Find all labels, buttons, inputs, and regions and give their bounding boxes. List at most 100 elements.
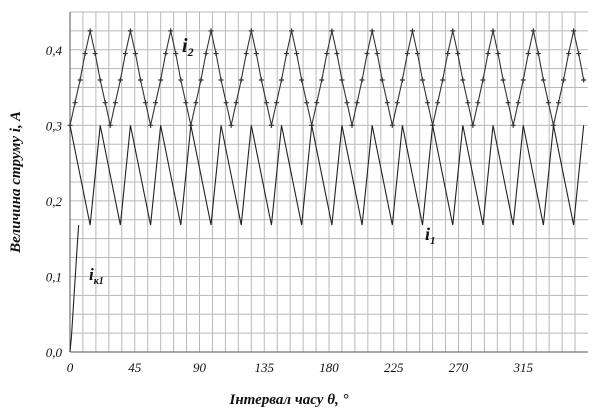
data-point [505,100,511,106]
series-line [69,30,585,126]
data-point [138,77,144,83]
data-point [455,51,461,57]
data-point [556,100,562,106]
data-point [92,51,98,57]
data-point [545,100,551,106]
data-point [576,51,582,57]
data-point [525,51,531,57]
data-point [465,100,471,106]
x-tick-label: 45 [128,360,142,375]
data-point [510,122,516,128]
data-point [72,100,78,106]
data-point [435,100,441,106]
data-point [314,100,320,106]
data-point [148,122,154,128]
data-point [354,100,360,106]
data-point [233,100,239,106]
x-tick-label: 225 [384,360,404,375]
data-point [208,28,214,34]
data-point [289,28,295,34]
data-point [87,28,93,34]
data-point [389,122,395,128]
data-point [329,28,335,34]
data-point [294,51,300,57]
data-point [414,51,420,57]
data-point [515,100,521,106]
data-point [77,77,83,83]
data-point [399,77,405,83]
x-tick-label: 180 [319,360,339,375]
series-line [69,125,585,226]
data-point [319,77,325,83]
data-point [374,51,380,57]
data-point [500,77,506,83]
data-point [475,100,481,106]
data-point [581,77,587,83]
axes [69,12,588,353]
y-tick-label: 0,1 [46,269,62,284]
data-point [183,100,189,106]
series-label: i1 [425,224,436,247]
data-point [279,77,285,83]
data-point [248,28,254,34]
data-point [213,51,219,57]
data-point [122,51,128,57]
data-point [409,28,415,34]
data-point [82,51,88,57]
data-point [334,51,340,57]
data-point [359,77,365,83]
data-point [102,100,108,106]
data-point [127,28,133,34]
series-line [69,225,80,353]
data-point [490,28,496,34]
data-point [258,77,264,83]
data-point [132,51,138,57]
data-point [263,100,269,106]
data-point [450,28,456,34]
data-point [460,77,466,83]
data-point [324,51,330,57]
data-point [158,77,164,83]
tick-labels: 0 45 90 135 180 225 270 315 0,0 0,1 0,2 0,3 0,4 [46,43,534,375]
data-point [480,77,486,83]
y-axis-title: Величина струму i, A [8,111,24,254]
data-point [203,51,209,57]
y-tick-label: 0,3 [46,118,63,133]
data-point [223,100,229,106]
data-point [153,100,159,106]
x-tick-label: 90 [193,360,207,375]
data-point [420,77,426,83]
data-point [344,100,350,106]
data-point [107,122,113,128]
data-point [238,77,244,83]
data-point [284,51,290,57]
data-point [173,51,179,57]
data-point [530,28,536,34]
data-point [228,122,234,128]
y-tick-label: 0,4 [46,43,63,58]
data-point [243,51,249,57]
data-point [520,77,526,83]
plot-area [67,28,587,353]
data-point [540,77,546,83]
y-tick-label: 0,2 [46,194,63,209]
data-point [571,28,577,34]
data-point [97,77,103,83]
data-point [168,28,174,34]
y-tick-label: 0,0 [46,345,63,360]
data-point [440,77,446,83]
data-point [117,77,123,83]
data-point [268,122,274,128]
data-point [299,77,305,83]
data-point [163,51,169,57]
data-point [566,51,572,57]
data-point [112,100,118,106]
data-point [384,100,390,106]
data-point [394,100,400,106]
data-point [253,51,259,57]
data-point [425,100,431,106]
x-axis-title: Інтервал часу θ, ° [229,392,349,408]
data-point [561,77,567,83]
data-point [445,51,451,57]
